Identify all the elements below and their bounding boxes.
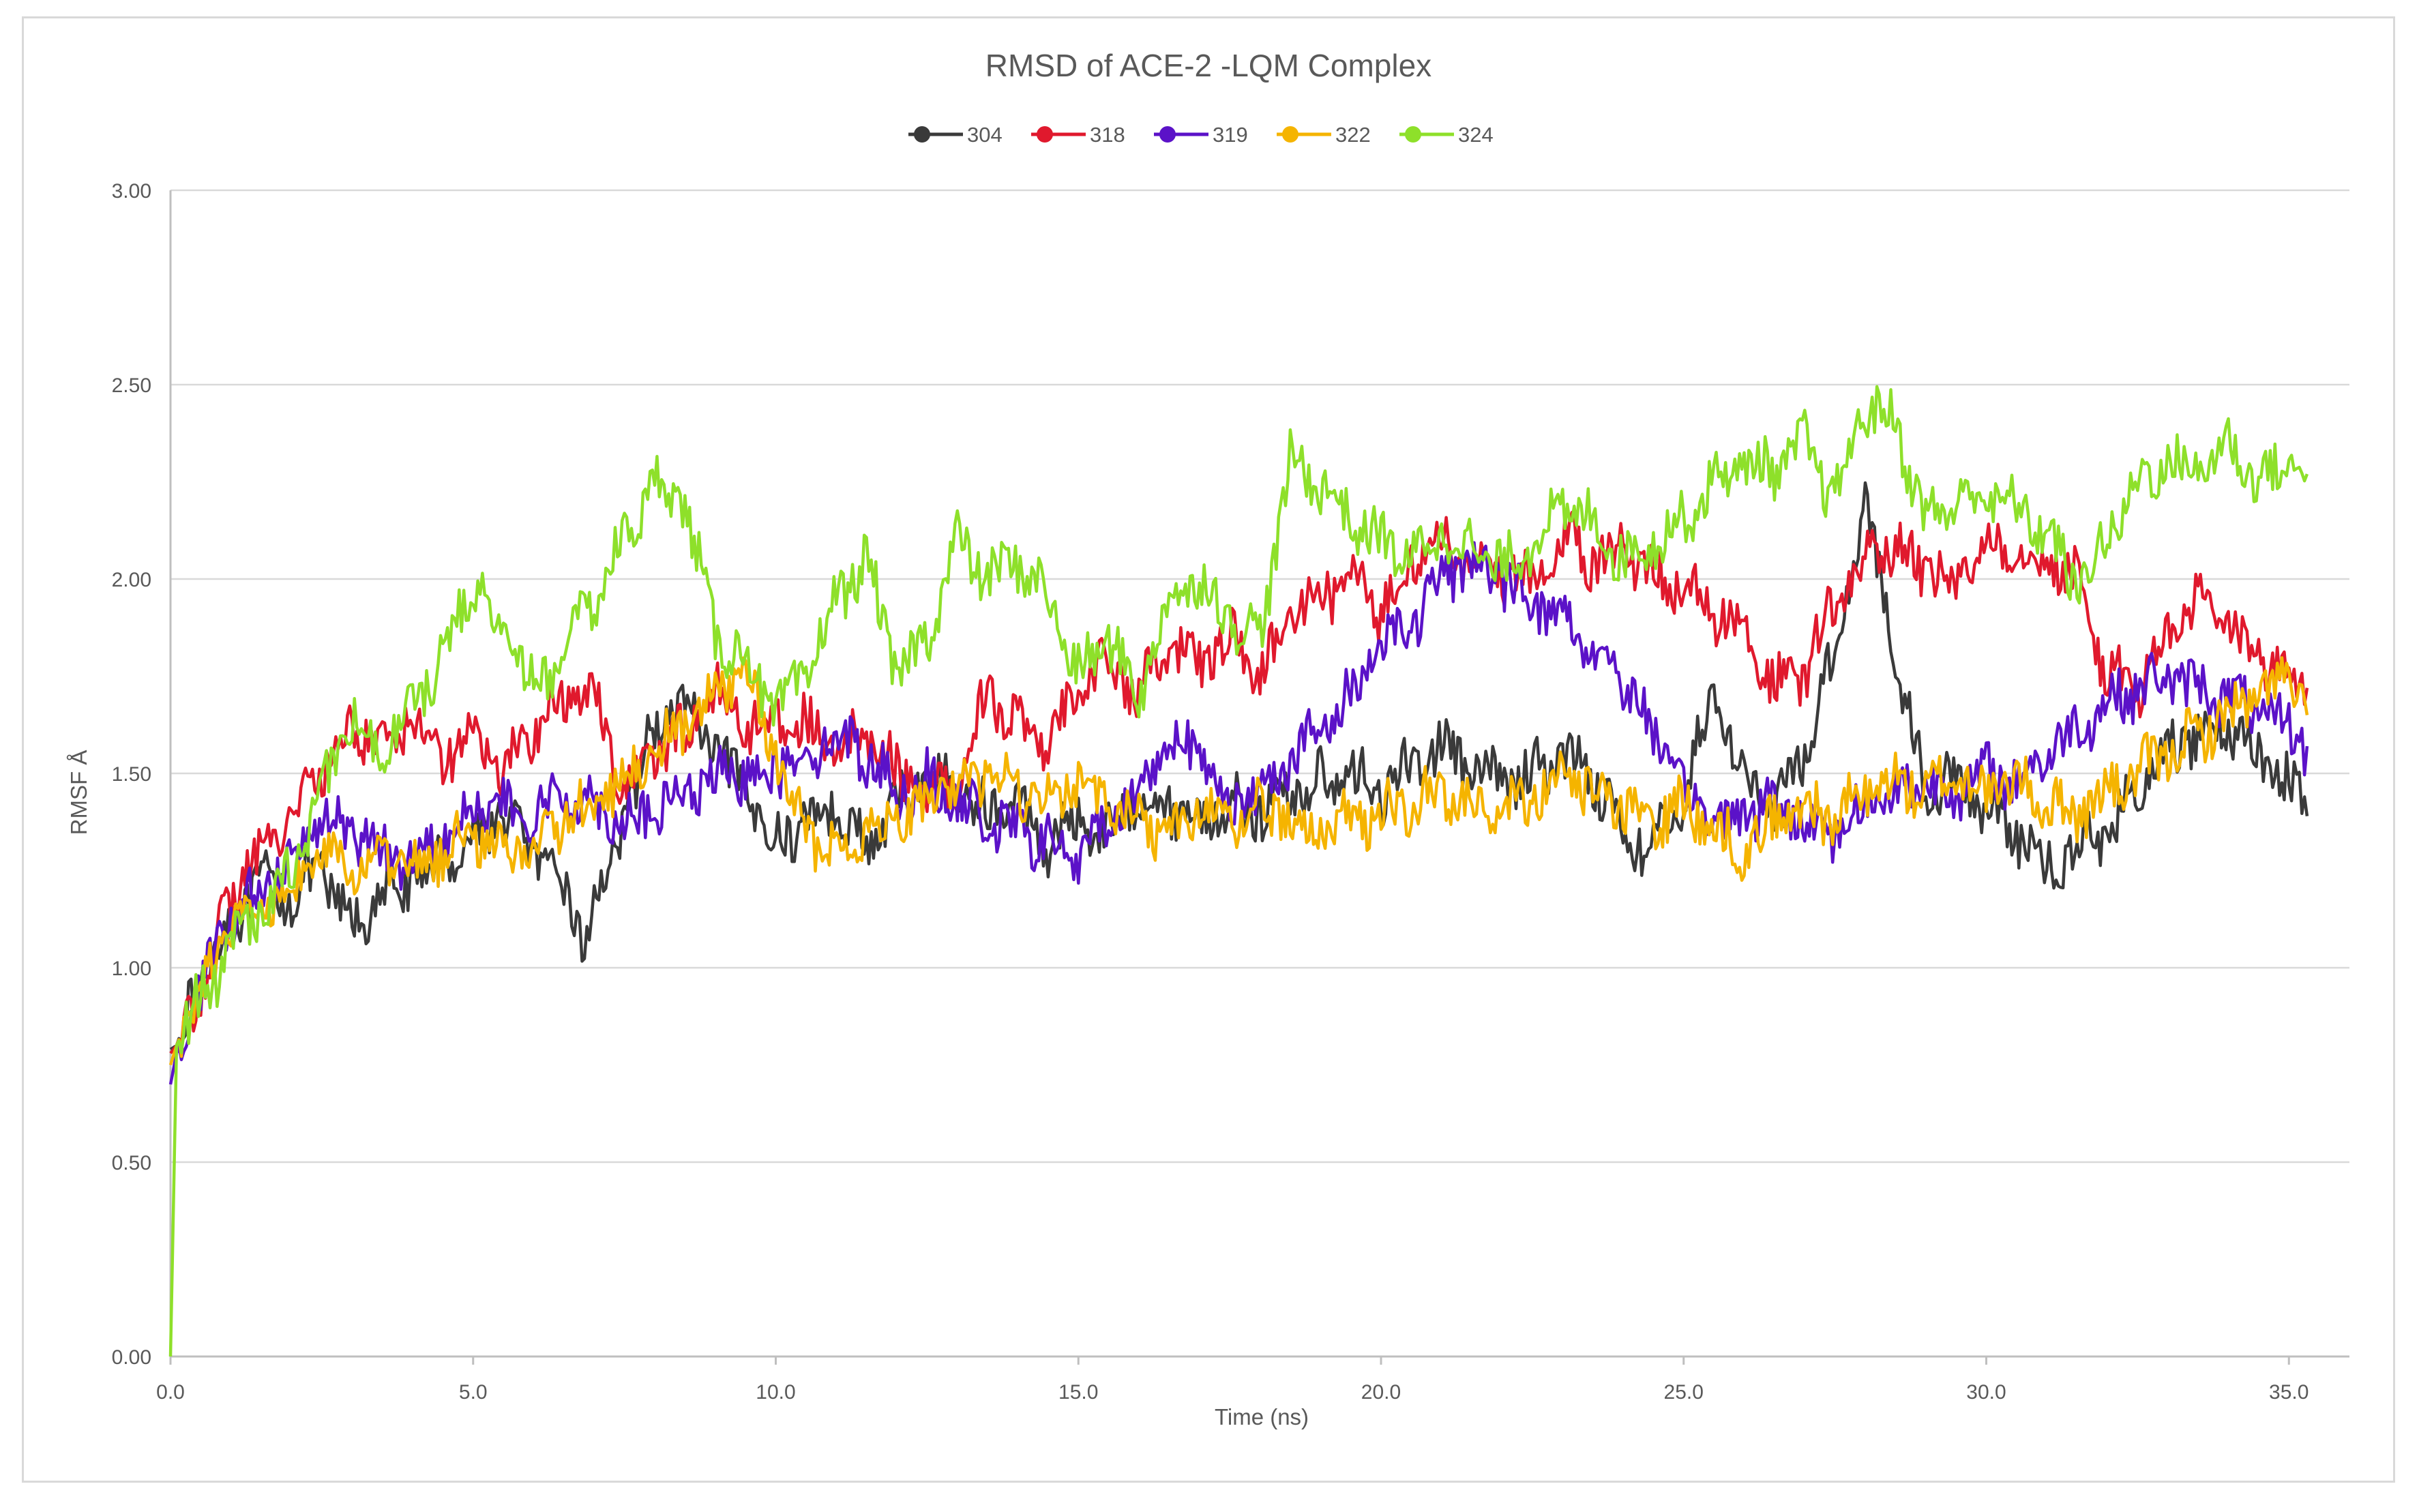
x-tick-label: 25.0 bbox=[1664, 1381, 1704, 1404]
legend-marker bbox=[1159, 126, 1176, 143]
series-line-322 bbox=[168, 656, 2309, 1066]
legend-label: 318 bbox=[1090, 123, 1125, 147]
legend-marker bbox=[1037, 126, 1053, 143]
chart-frame: RMSD of ACE-2 -LQM Complex 304 318 319 322 3… bbox=[22, 16, 2395, 1483]
grid bbox=[170, 189, 2349, 1163]
x-tick-label: 15.0 bbox=[1058, 1381, 1098, 1404]
legend-item-318: 318 bbox=[1031, 123, 1125, 147]
series-line-304 bbox=[169, 481, 2309, 1051]
y-tick-label: 1.50 bbox=[112, 763, 151, 786]
x-tick-label: 30.0 bbox=[1966, 1381, 2006, 1404]
y-axis-title: RMSF Å bbox=[66, 750, 91, 835]
y-tick-label: 1.00 bbox=[112, 958, 151, 980]
legend-marker bbox=[1282, 126, 1298, 143]
x-tick-label: 10.0 bbox=[756, 1381, 795, 1404]
y-tick-label: 3.00 bbox=[112, 180, 151, 203]
legend-label: 319 bbox=[1213, 123, 1248, 147]
y-tick-label: 0.00 bbox=[112, 1346, 151, 1369]
y-tick-label: 0.50 bbox=[112, 1152, 151, 1174]
tick-labels: 0.00 0.50 1.00 1.50 2.00 2.50 3.00 0.0 5.0 10.0 15… bbox=[112, 180, 2309, 1404]
legend-item-324: 324 bbox=[1399, 123, 1494, 147]
legend-item-322: 322 bbox=[1277, 123, 1371, 147]
series-layer bbox=[168, 385, 2309, 1357]
legend-item-304: 304 bbox=[908, 123, 1003, 147]
legend: 304 318 319 322 324 bbox=[908, 123, 1494, 147]
x-tick-label: 20.0 bbox=[1361, 1381, 1401, 1404]
legend-label: 304 bbox=[967, 123, 1003, 147]
x-tick-label: 0.0 bbox=[156, 1381, 185, 1404]
series-line-319 bbox=[168, 541, 2309, 1085]
x-axis-title: Time (ns) bbox=[1215, 1404, 1309, 1429]
axes bbox=[169, 190, 2349, 1365]
y-tick-label: 2.50 bbox=[112, 374, 151, 397]
y-tick-label: 2.00 bbox=[112, 569, 151, 591]
x-tick-label: 35.0 bbox=[2269, 1381, 2309, 1404]
series-line-324 bbox=[168, 385, 2309, 1357]
legend-marker bbox=[914, 126, 930, 143]
legend-item-319: 319 bbox=[1154, 123, 1248, 147]
legend-marker bbox=[1405, 126, 1421, 143]
chart-title: RMSD of ACE-2 -LQM Complex bbox=[985, 48, 1431, 83]
legend-label: 322 bbox=[1335, 123, 1371, 147]
x-tick-label: 5.0 bbox=[459, 1381, 488, 1404]
legend-label: 324 bbox=[1458, 123, 1494, 147]
chart-svg: RMSD of ACE-2 -LQM Complex 304 318 319 322 3… bbox=[66, 48, 2349, 1429]
